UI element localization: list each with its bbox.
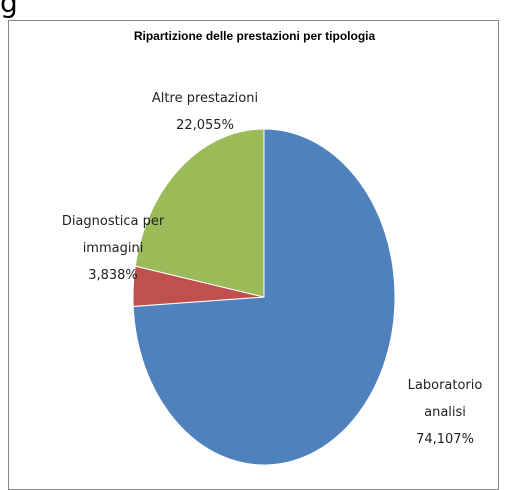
pie-slice — [134, 128, 265, 298]
value-label: 22,055% — [176, 118, 234, 133]
category-label: Laboratorio analisi — [407, 378, 483, 420]
value-label: 3,838% — [88, 268, 138, 283]
text-fragment: g — [0, 0, 18, 19]
data-label: Diagnostica per immagini 3,838% — [58, 208, 168, 289]
chart-title: Ripartizione delle prestazioni per tipol… — [133, 29, 376, 43]
category-label: Diagnostica per immagini — [61, 214, 165, 256]
category-label: Altre prestazioni — [151, 91, 259, 106]
value-label: 74,107% — [416, 432, 474, 447]
data-label: Altre prestazioni 22,055% — [150, 85, 260, 139]
data-label: Laboratorio analisi 74,107% — [392, 372, 498, 453]
